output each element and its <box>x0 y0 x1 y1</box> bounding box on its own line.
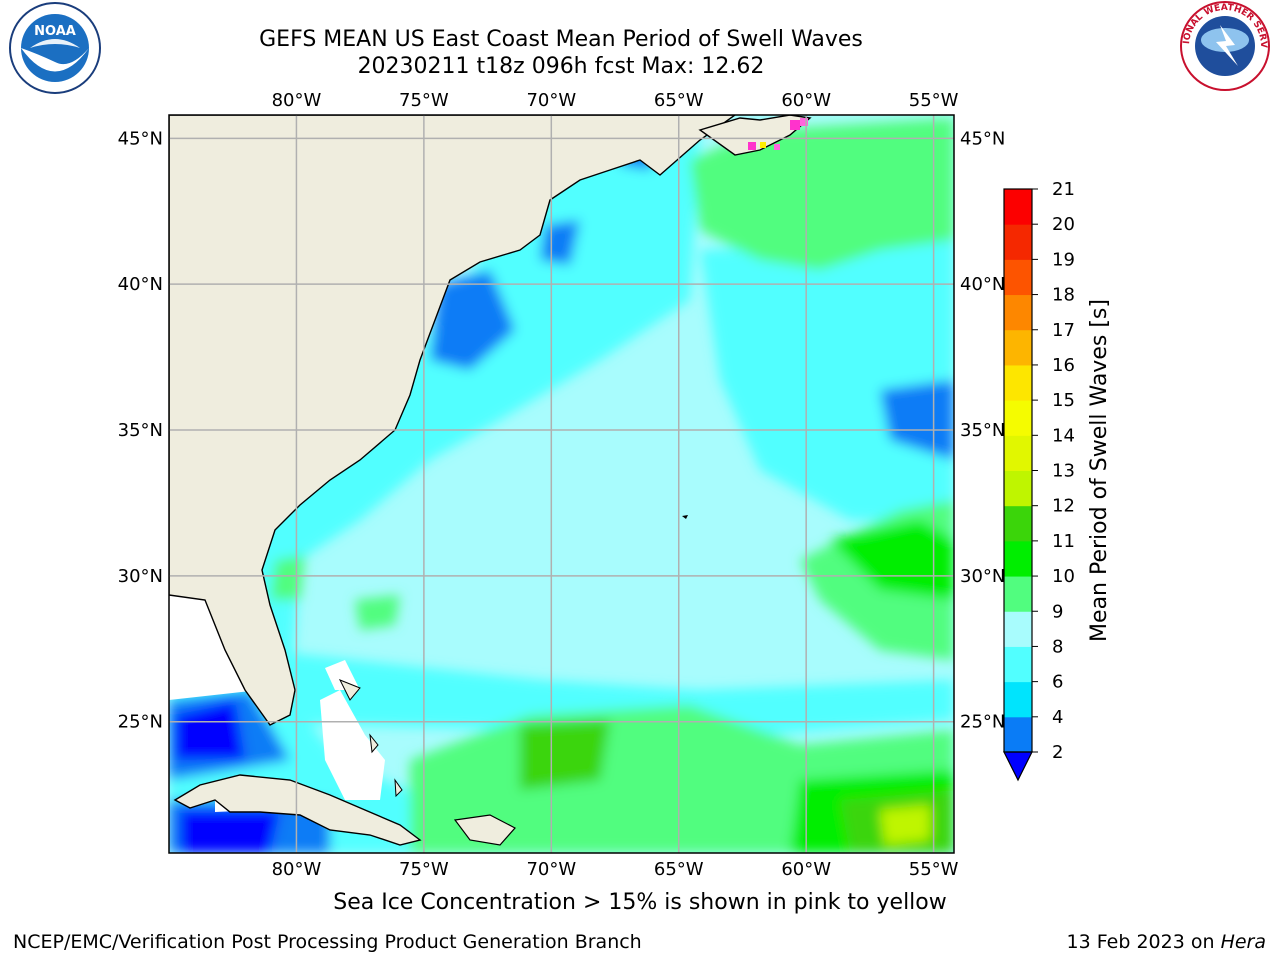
colorbar-tick-label: 4 <box>1052 707 1063 728</box>
lat-tick-label-left: 30°N <box>118 566 163 587</box>
lat-tick-label-right: 30°N <box>960 566 1005 587</box>
colorbar-swatch <box>1004 294 1032 331</box>
colorbar-tick-label: 15 <box>1052 390 1075 411</box>
lat-tick-label-left: 25°N <box>118 712 163 733</box>
colorbar-tick-label: 12 <box>1052 496 1075 517</box>
svg-text:NATIONAL WEATHER SERVICE: NATIONAL WEATHER SERVICE <box>0 0 1268 48</box>
colorbar-tick-label: 21 <box>1052 179 1075 200</box>
colorbar-swatch <box>1004 189 1032 225</box>
lat-tick-label-right: 35°N <box>960 420 1005 441</box>
national-weather-service-logo: NATIONAL WEATHER SERVICE <box>0 0 1270 91</box>
lon-tick-label-bottom: 65°W <box>654 859 704 880</box>
map-frame <box>168 114 955 854</box>
colorbar-tick-label: 6 <box>1052 672 1063 693</box>
colorbar-swatch <box>1004 259 1032 296</box>
date-text: 13 Feb 2023 on <box>1066 931 1215 953</box>
colorbar-tick-label: 9 <box>1052 601 1063 622</box>
lon-tick-label-top: 65°W <box>654 90 704 111</box>
colorbar-tick-label: 13 <box>1052 461 1075 482</box>
chart-subtitle: 20230211 t18z 096h fcst Max: 12.62 <box>357 54 765 79</box>
colorbar-swatch <box>1004 681 1032 718</box>
colorbar-swatch <box>1004 364 1032 401</box>
colorbar-swatch <box>1004 646 1032 683</box>
colorbar: 2 4 6 8 9 10 11 12 13 14 15 16 17 18 19 20 21 Mean Period… <box>1003 179 1112 782</box>
colorbar-tick-label: 8 <box>1052 636 1063 657</box>
colorbar-tick-label: 20 <box>1052 214 1075 235</box>
lon-tick-label-bottom: 80°W <box>272 859 322 880</box>
axis-labels: 80°W 80°W 75°W 75°W 70°W 70°W 65°W 65°W 60°W 60°W… <box>118 90 1006 880</box>
lon-tick-label-bottom: 75°W <box>399 859 449 880</box>
noaa-logo: NOAA <box>9 2 101 94</box>
colorbar-swatch <box>1004 400 1032 436</box>
colorbar-swatch <box>1004 611 1032 647</box>
colorbar-swatch <box>1004 224 1032 260</box>
lat-tick-label-left: 35°N <box>118 420 163 441</box>
lon-tick-label-bottom: 70°W <box>526 859 576 880</box>
host-name: Hera <box>1220 931 1266 953</box>
colorbar-tick-label: 16 <box>1052 355 1075 376</box>
svg-text:NOAA: NOAA <box>34 24 76 39</box>
lon-tick-label-bottom: 60°W <box>781 859 831 880</box>
colorbar-tick-label: 18 <box>1052 285 1075 306</box>
lat-tick-label-left: 45°N <box>118 128 163 149</box>
colorbar-tick-label: 11 <box>1052 531 1075 552</box>
lon-tick-label-top: 60°W <box>781 90 831 111</box>
graticule <box>169 115 954 853</box>
colorbar-under-arrow <box>1003 751 1033 782</box>
lon-tick-label-top: 80°W <box>272 90 322 111</box>
lat-tick-label-right: 45°N <box>960 128 1005 149</box>
lon-tick-label-top: 70°W <box>526 90 576 111</box>
lon-tick-label-bottom: 55°W <box>909 859 959 880</box>
colorbar-swatch <box>1004 576 1032 612</box>
producer-credit: NCEP/EMC/Verification Post Processing Pr… <box>13 931 642 953</box>
colorbar-tick-label: 10 <box>1052 566 1075 587</box>
generation-date: 13 Feb 2023 on Hera <box>1067 931 1266 953</box>
colorbar-tick-label: 17 <box>1052 320 1075 341</box>
colorbar-label: Mean Period of Swell Waves [s] <box>1087 299 1112 642</box>
lat-tick-label-right: 25°N <box>960 712 1005 733</box>
colorbar-swatch <box>1004 435 1032 471</box>
lat-tick-label-right: 40°N <box>960 274 1005 295</box>
colorbar-swatch <box>1004 470 1032 507</box>
chart-title: GEFS MEAN US East Coast Mean Period of S… <box>259 27 863 52</box>
colorbar-tick-label: 2 <box>1052 742 1063 763</box>
swell-period-field <box>169 115 954 853</box>
colorbar-tick-label: 14 <box>1052 425 1075 446</box>
lon-tick-label-top: 75°W <box>399 90 449 111</box>
colorbar-tick-label: 19 <box>1052 249 1075 270</box>
lon-tick-label-top: 55°W <box>909 90 959 111</box>
colorbar-swatch <box>1004 329 1032 366</box>
sea-ice-note: Sea Ice Concentration > 15% is shown in … <box>333 890 947 915</box>
colorbar-swatch <box>1004 505 1032 542</box>
colorbar-swatch <box>1004 716 1032 753</box>
colorbar-swatch <box>1004 540 1032 577</box>
lat-tick-label-left: 40°N <box>118 274 163 295</box>
